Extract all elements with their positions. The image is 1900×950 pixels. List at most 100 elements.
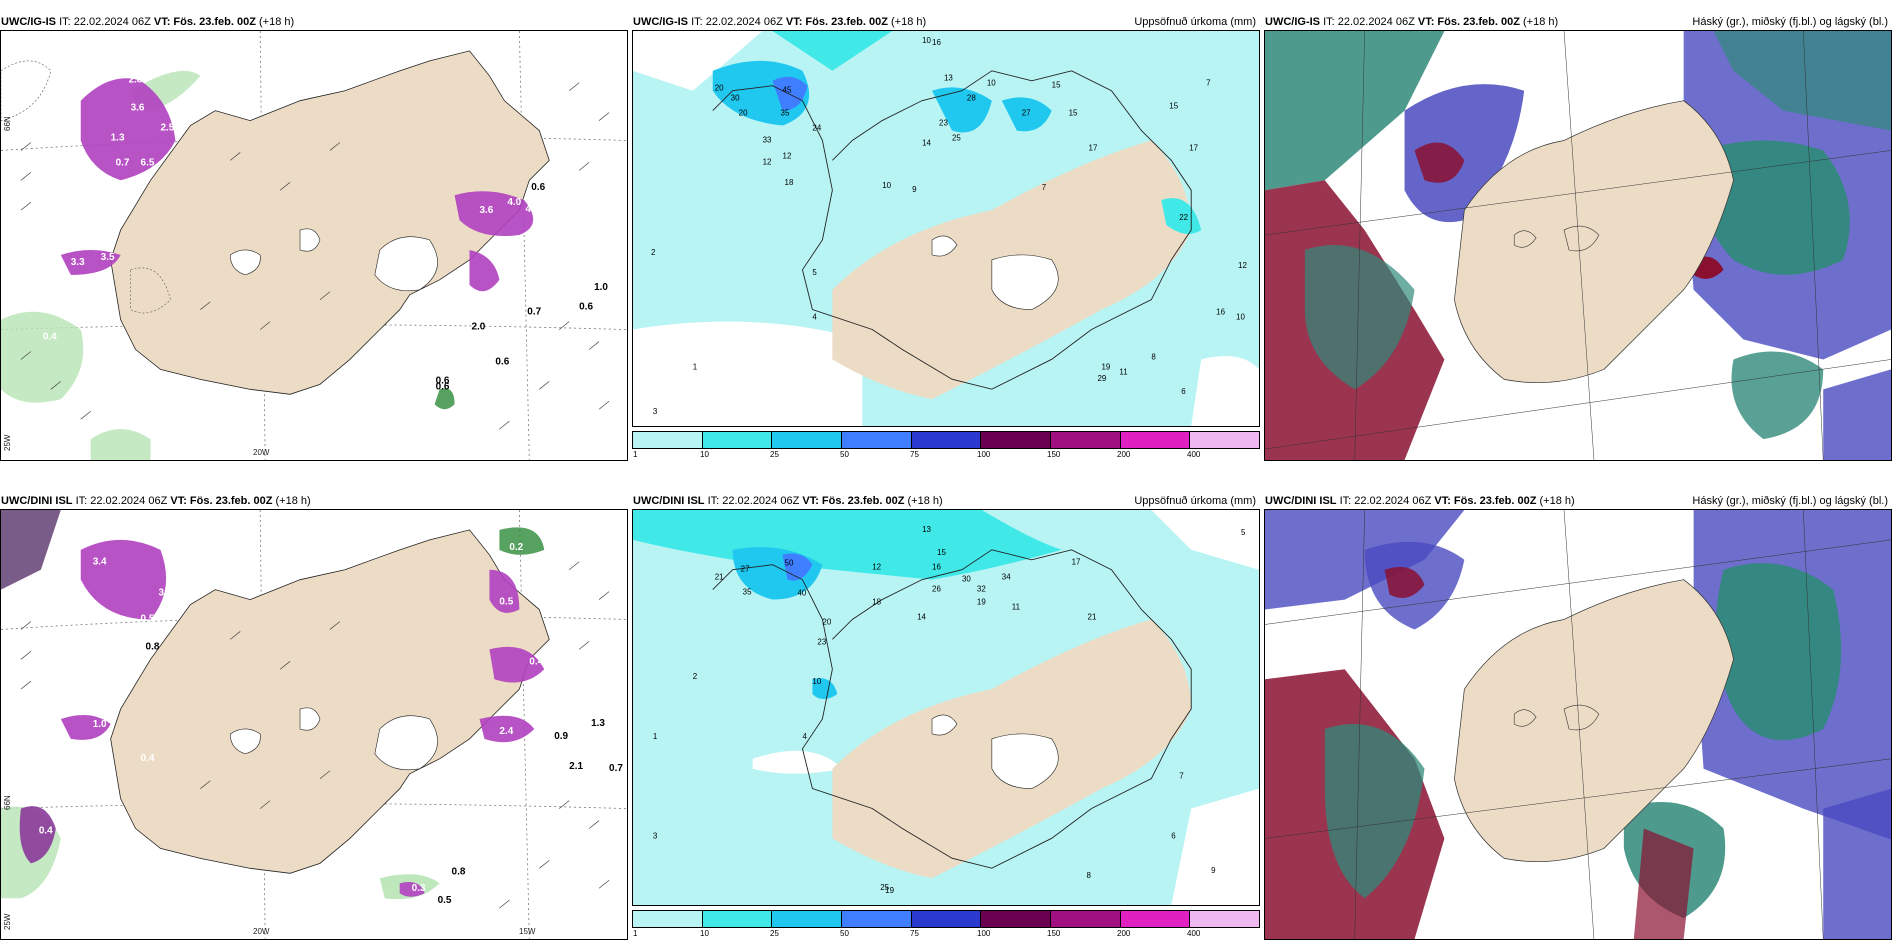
cb-tick: 400: [1187, 929, 1201, 938]
precip-value: 16: [932, 563, 941, 572]
precip-value: 35: [781, 109, 790, 118]
precip-value: 15: [1052, 81, 1061, 90]
model-name: UWC/DINI ISL: [1, 495, 73, 507]
wind-value: 0.5: [499, 597, 513, 608]
precip-value: 7: [1179, 772, 1184, 781]
wind-value: 3.1: [158, 588, 172, 599]
wind-value: 2.1: [569, 761, 583, 772]
panel-igis-wind: UWC/IG-IS IT: 22.02.2024 06Z VT: Fös. 23…: [0, 15, 628, 461]
precip-value: 29: [1098, 374, 1107, 383]
cb-swatch: [1120, 432, 1191, 448]
wind-value: 0.6: [579, 302, 593, 313]
precip-value: 16: [1216, 308, 1225, 317]
cb-swatch: [1051, 432, 1121, 448]
colorbar-swatches: [632, 910, 1260, 928]
wind-value: 3.3: [71, 257, 85, 268]
map-area[interactable]: [1264, 30, 1892, 461]
wind-value: 0.7: [609, 763, 623, 774]
precip-value: 27: [1022, 109, 1031, 118]
precip-value: 25: [880, 883, 889, 892]
precip-value: 28: [967, 94, 976, 103]
cb-swatch: [1190, 432, 1260, 448]
map-area[interactable]: 10 16 13 10 15 7 20 35 45 23 28 30 33 12…: [632, 30, 1260, 427]
iceland-land: [110, 529, 550, 874]
precip-value: 45: [783, 86, 792, 95]
panel-header: UWC/DINI ISL IT: 22.02.2024 06Z VT: Fös.…: [1264, 494, 1892, 508]
panel-dini-wind: UWC/DINI ISL IT: 22.02.2024 06Z VT: Fös.…: [0, 494, 628, 940]
cb-tick: 200: [1117, 929, 1131, 938]
precip-value: 12: [1238, 261, 1247, 270]
cb-swatch: [842, 432, 912, 448]
lon-label: 20W: [253, 927, 270, 936]
product-title: Uppsöfnuð úrkoma (mm): [1134, 16, 1256, 28]
lon-label: 15W: [519, 927, 536, 936]
precip-value: 19: [1102, 362, 1111, 371]
precip-value: 11: [1012, 603, 1021, 612]
cb-swatch: [842, 911, 912, 927]
cb-tick: 100: [977, 450, 991, 459]
panel-igis-cloud: UWC/IG-IS IT: 22.02.2024 06Z VT: Fös. 23…: [1264, 15, 1892, 461]
valid-time: VT: Fös. 23.feb. 00Z: [1417, 16, 1520, 28]
wind-value: 0.4: [43, 332, 57, 343]
precip-value: 6: [1171, 831, 1176, 840]
cb-tick: 1: [633, 450, 638, 459]
product-title: Uppsöfnuð úrkoma (mm): [1134, 495, 1256, 507]
wind-value: 0.4: [529, 656, 543, 667]
wind-value: 2.8: [129, 75, 143, 86]
precip-value: 11: [1119, 367, 1128, 376]
lead-time: (+18 h): [891, 16, 927, 28]
map-area[interactable]: [1264, 509, 1892, 940]
wind-value: 2.0: [471, 322, 485, 333]
wind-value: 1.3: [111, 132, 125, 143]
valid-time: VT: Fös. 23.feb. 00Z: [802, 495, 905, 507]
cb-tick: 100: [977, 929, 991, 938]
precip-value: 6: [1181, 387, 1186, 396]
cb-tick: 150: [1047, 929, 1061, 938]
wind-value: 0.8: [452, 866, 466, 877]
wind-value: 1.3: [591, 718, 605, 729]
model-name: UWC/DINI ISL: [1265, 495, 1337, 507]
precip-value: 3: [653, 831, 658, 840]
precip-value: 30: [962, 575, 971, 584]
precip-value: 25: [952, 133, 961, 142]
cb-swatch: [772, 911, 843, 927]
panel-dini-cloud: UWC/DINI ISL IT: 22.02.2024 06Z VT: Fös.…: [1264, 494, 1892, 940]
valid-time: VT: Fös. 23.feb. 00Z: [170, 495, 273, 507]
precip-colorbar: 1 10 25 50 75 100 150 200 400: [632, 910, 1260, 944]
wind-value: 1.0: [594, 282, 608, 293]
precip-value: 10: [882, 181, 891, 190]
map-area[interactable]: 13 15 16 27 40 50 35 21 30 32 26 34 19 1…: [632, 509, 1260, 906]
lat-label: 66N: [3, 795, 12, 810]
precip-value: 13: [922, 525, 931, 534]
precip-value: 50: [785, 559, 794, 568]
wind-value: 0.7: [116, 157, 130, 168]
precip-value: 21: [1088, 612, 1097, 621]
precip-value: 17: [1089, 143, 1098, 152]
precip-value-labels: 13 15 16 27 40 50 35 21 30 32 26 34 19 1…: [653, 525, 1246, 895]
precip-value: 40: [797, 589, 806, 598]
map-area[interactable]: 0.3 2.8 3.6 2.5 3.3 0.7 6.5 3.5 1.3 0.6 …: [0, 30, 628, 461]
cb-tick: 25: [770, 450, 779, 459]
wind-value-labels: 0.4 3.4 3.1 0.5 1.0 0.8 0.4 0.5 0.2 0.9 …: [39, 542, 623, 906]
precip-value: 33: [763, 135, 772, 144]
precip-value: 12: [783, 151, 792, 160]
precip-value: 13: [944, 74, 953, 83]
panel-header: UWC/DINI ISL IT: 22.02.2024 06Z VT: Fös.…: [0, 494, 628, 508]
init-time: IT: 22.02.2024 06Z: [1323, 16, 1415, 28]
colorbar-ticks: 1 10 25 50 75 100 150 200 400: [632, 929, 1260, 941]
cb-tick: 400: [1187, 450, 1201, 459]
wind-value: 0.9: [554, 731, 568, 742]
wind-map-svg: 0.4 3.4 3.1 0.5 1.0 0.8 0.4 0.5 0.2 0.9 …: [1, 510, 627, 939]
precip-value: 23: [817, 637, 826, 646]
cb-tick: 25: [770, 929, 779, 938]
precip-value: 16: [932, 38, 941, 47]
cb-tick: 10: [700, 929, 709, 938]
init-time: IT: 22.02.2024 06Z: [75, 495, 168, 507]
precip-value: 3: [653, 407, 658, 416]
precip-map-svg: 10 16 13 10 15 7 20 35 45 23 28 30 33 12…: [633, 31, 1259, 426]
precip-value: 14: [922, 138, 931, 147]
precip-value: 4: [802, 732, 807, 741]
map-area[interactable]: 0.4 3.4 3.1 0.5 1.0 0.8 0.4 0.5 0.2 0.9 …: [0, 509, 628, 940]
cb-swatch: [633, 432, 703, 448]
precip-value: 12: [872, 563, 881, 572]
